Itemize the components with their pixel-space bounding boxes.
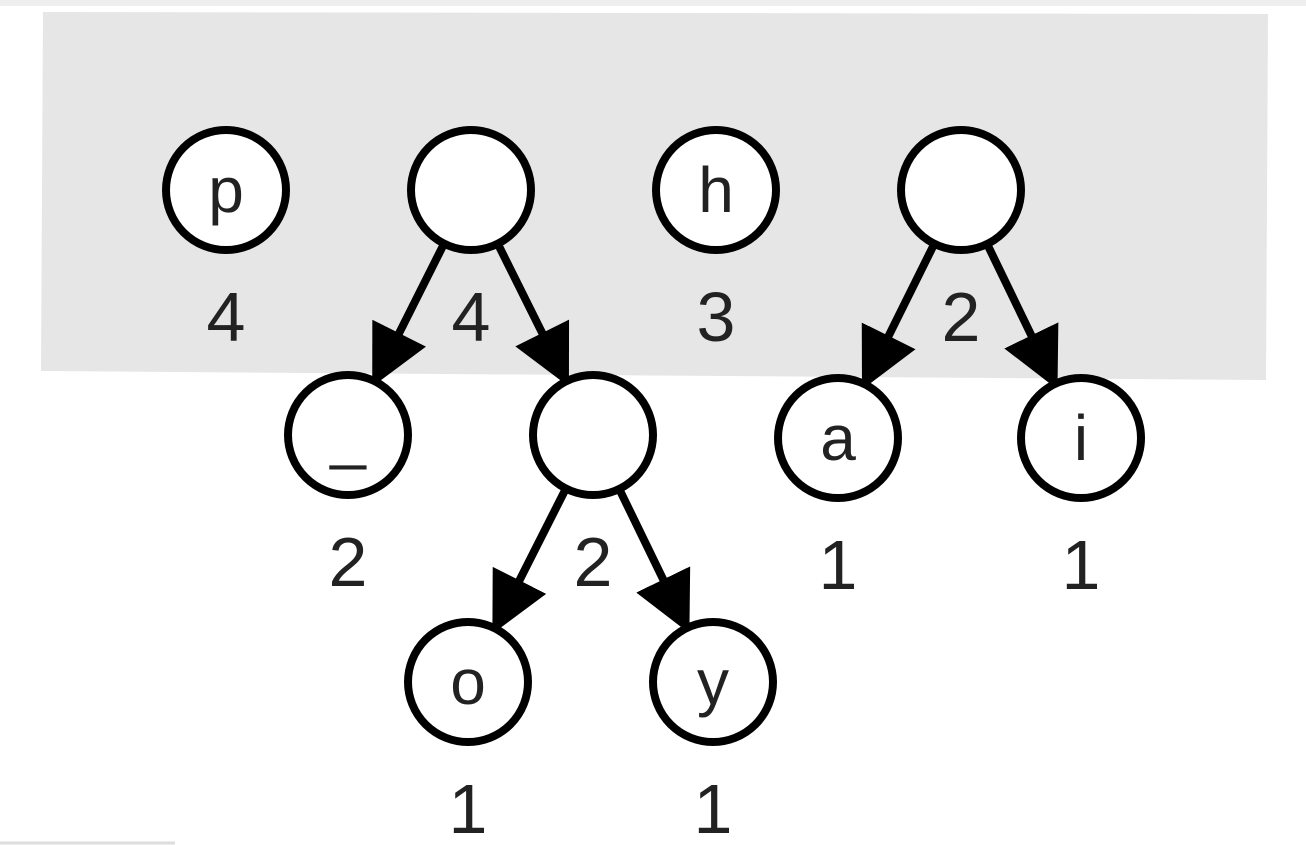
tree-node-t2: 2	[897, 126, 1025, 356]
edges-layer	[371, 241, 1059, 634]
edge-arrow-t1r-to-o	[491, 486, 570, 634]
node-circle	[774, 374, 902, 502]
edge-arrow-t2-to-i	[983, 242, 1059, 390]
node-circle	[897, 126, 1025, 254]
node-weight-label: 4	[207, 278, 246, 356]
tree-node-o: o1	[404, 618, 532, 845]
node-symbol-label: h	[698, 154, 734, 226]
tree-node-a: a1	[774, 374, 902, 604]
node-circle	[284, 371, 412, 499]
node-circle	[162, 126, 290, 254]
node-circle	[529, 371, 657, 499]
tree-node-t1r: 2	[529, 371, 657, 601]
edge-arrow-t1r-to-y	[615, 487, 691, 634]
node-weight-label: 1	[694, 770, 733, 845]
edge-arrow-t1-to-t1r	[494, 241, 570, 387]
node-weight-label: 4	[452, 278, 491, 356]
node-circle	[404, 618, 532, 746]
edge-arrow-t1-to-us	[371, 241, 448, 387]
node-circle	[652, 126, 780, 254]
node-symbol-label: o	[450, 646, 486, 718]
node-symbol-label: p	[208, 154, 244, 226]
tree-node-y: y1	[649, 618, 777, 845]
edge-arrow-t2-to-a	[861, 241, 938, 390]
node-circle	[649, 618, 777, 746]
node-weight-label: 1	[819, 526, 858, 604]
tree-node-i: i1	[1017, 374, 1145, 604]
tree-node-us: _2	[284, 371, 412, 601]
node-symbol-label: i	[1074, 402, 1088, 474]
node-weight-label: 3	[697, 278, 736, 356]
node-weight-label: 2	[329, 523, 368, 601]
node-weight-label: 1	[1062, 526, 1101, 604]
tree-node-t1: 4	[407, 126, 535, 356]
node-weight-label: 2	[942, 278, 981, 356]
node-symbol-label: a	[820, 402, 856, 474]
tree-node-h: h3	[652, 126, 780, 356]
tree-node-p: p4	[162, 126, 290, 356]
node-circle	[1017, 374, 1145, 502]
node-weight-label: 2	[574, 523, 613, 601]
node-circle	[407, 126, 535, 254]
top-scroll-edge	[0, 0, 1306, 6]
node-symbol-label: _	[329, 399, 367, 471]
node-symbol-label: y	[697, 646, 729, 718]
node-weight-label: 1	[449, 770, 488, 845]
